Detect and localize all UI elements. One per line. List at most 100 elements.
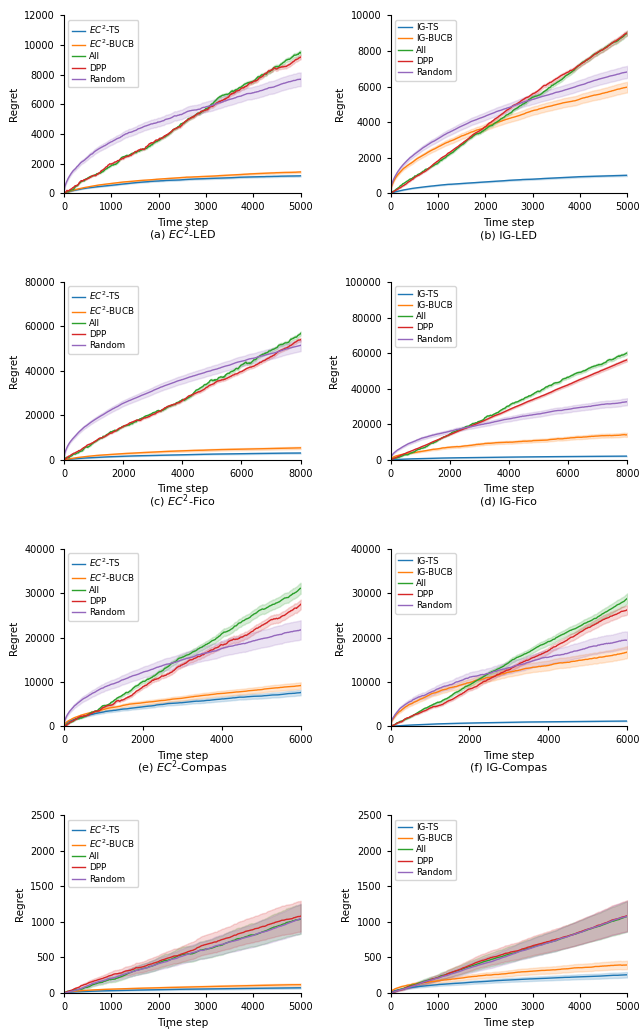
$EC^2$-TS — [154, 984, 161, 996]
DPP — [481, 415, 488, 427]
IG-TS — [415, 181, 423, 193]
X-axis label: Time step: Time step — [483, 751, 534, 761]
$EC^2$-BUCB — [232, 686, 240, 699]
IG-BUCB — [415, 151, 423, 164]
Y-axis label: Regret: Regret — [329, 354, 339, 388]
All — [559, 73, 566, 85]
Line: $EC^2$-BUCB: $EC^2$-BUCB — [64, 985, 301, 993]
$EC^2$-TS — [88, 985, 96, 997]
IG-TS — [481, 716, 488, 729]
$EC^2$-TS — [88, 181, 96, 193]
IG-BUCB — [536, 964, 543, 977]
Title: (a) $EC^2$-LED: (a) $EC^2$-LED — [149, 225, 216, 243]
IG-BUCB — [464, 439, 472, 452]
IG-TS — [623, 968, 631, 981]
$EC^2$-BUCB — [209, 688, 217, 701]
$EC^2$-BUCB — [154, 173, 161, 185]
Random — [232, 639, 240, 651]
All — [232, 84, 240, 97]
Line: DPP: DPP — [390, 916, 627, 993]
Random — [415, 978, 423, 990]
IG-BUCB — [557, 963, 565, 975]
$EC^2$-TS — [209, 983, 217, 995]
Random — [297, 340, 305, 352]
IG-BUCB — [623, 959, 631, 971]
All — [557, 629, 565, 641]
All — [154, 957, 161, 969]
All — [536, 640, 543, 652]
$EC^2$-TS — [137, 450, 145, 462]
All — [60, 720, 68, 733]
Line: IG-TS: IG-TS — [390, 456, 627, 460]
DPP — [387, 987, 394, 999]
$EC^2$-TS — [60, 987, 68, 999]
Line: All: All — [390, 917, 627, 993]
Random — [154, 383, 161, 395]
$EC^2$-BUCB — [232, 980, 240, 992]
X-axis label: Time step: Time step — [157, 751, 208, 761]
Line: DPP: DPP — [390, 610, 627, 726]
IG-TS — [464, 717, 472, 730]
Random — [415, 433, 423, 446]
Random — [481, 110, 488, 122]
All — [297, 913, 305, 925]
X-axis label: Time step: Time step — [157, 485, 208, 494]
Line: IG-BUCB: IG-BUCB — [390, 87, 627, 193]
IG-BUCB — [557, 657, 565, 669]
Random — [60, 987, 68, 999]
$EC^2$-BUCB — [137, 174, 145, 186]
Random — [232, 92, 240, 104]
All — [481, 955, 488, 967]
IG-BUCB — [387, 987, 394, 999]
Line: All: All — [390, 33, 627, 193]
IG-BUCB — [623, 81, 631, 94]
$EC^2$-BUCB — [231, 169, 239, 181]
All — [415, 977, 423, 989]
IG-BUCB — [623, 959, 630, 971]
$EC^2$-BUCB — [297, 979, 305, 991]
All — [154, 135, 161, 147]
Random — [481, 957, 488, 969]
All — [209, 375, 217, 387]
Random — [231, 934, 239, 947]
IG-TS — [559, 971, 566, 984]
DPP — [231, 929, 239, 942]
All — [415, 168, 423, 180]
IG-BUCB — [387, 454, 394, 466]
Random — [154, 661, 161, 673]
Random — [60, 187, 68, 200]
Random — [137, 963, 145, 975]
Random — [387, 187, 394, 200]
$EC^2$-BUCB — [88, 984, 96, 996]
DPP — [557, 382, 565, 394]
Random — [154, 958, 161, 970]
All — [137, 413, 145, 425]
Random — [209, 941, 217, 953]
Y-axis label: Regret: Regret — [335, 87, 346, 121]
IG-TS — [536, 716, 543, 729]
Random — [137, 667, 145, 679]
Title: (b) IG-LED: (b) IG-LED — [481, 230, 538, 240]
DPP — [231, 368, 239, 381]
$EC^2$-TS — [231, 172, 239, 184]
Line: Random: Random — [64, 919, 301, 993]
Line: $EC^2$-BUCB: $EC^2$-BUCB — [64, 448, 301, 460]
Random — [209, 645, 217, 658]
Legend: $EC^2$-TS, $EC^2$-BUCB, All, DPP, Random: $EC^2$-TS, $EC^2$-BUCB, All, DPP, Random — [68, 820, 138, 887]
IG-BUCB — [559, 97, 566, 109]
Random — [464, 421, 472, 433]
DPP — [557, 69, 565, 81]
X-axis label: Time step: Time step — [483, 1018, 534, 1028]
$EC^2$-TS — [297, 686, 305, 699]
Random — [559, 648, 566, 661]
DPP — [464, 133, 472, 145]
Y-axis label: Regret: Regret — [9, 354, 19, 388]
Legend: $EC^2$-TS, $EC^2$-BUCB, All, DPP, Random: $EC^2$-TS, $EC^2$-BUCB, All, DPP, Random — [68, 553, 138, 620]
All — [464, 420, 472, 432]
Random — [559, 404, 566, 417]
All — [557, 73, 565, 85]
DPP — [88, 975, 96, 988]
Line: IG-BUCB: IG-BUCB — [390, 434, 627, 460]
DPP — [60, 454, 68, 466]
$EC^2$-TS — [232, 171, 240, 183]
